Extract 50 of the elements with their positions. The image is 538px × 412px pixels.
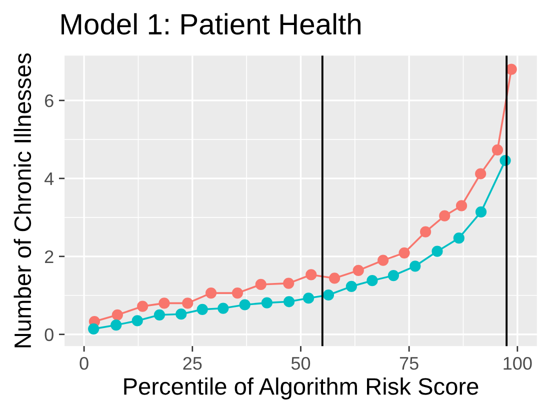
point <box>283 296 295 308</box>
point <box>506 64 517 75</box>
y-axis-title: Number of Chronic Illnesses <box>14 53 32 348</box>
point <box>456 200 468 212</box>
x-axis-title: Percentile of Algorithm Risk Score <box>124 377 478 400</box>
point <box>283 278 294 289</box>
point <box>328 272 340 284</box>
point <box>132 315 143 326</box>
point <box>439 210 450 222</box>
point <box>182 298 194 309</box>
point <box>158 298 170 309</box>
x-tick-label: 50 <box>291 356 310 370</box>
point <box>453 232 464 244</box>
point <box>232 288 244 299</box>
y-tick-label: 0 <box>44 328 54 342</box>
point <box>432 246 443 257</box>
point <box>255 278 266 290</box>
point <box>110 319 122 331</box>
point <box>388 270 400 282</box>
point <box>366 275 378 286</box>
point <box>154 309 166 320</box>
y-tick-label: 6 <box>45 94 54 108</box>
point <box>475 206 487 218</box>
point <box>378 254 389 266</box>
point <box>492 144 504 156</box>
point <box>205 288 217 299</box>
point <box>88 323 100 334</box>
x-tick-label: 100 <box>504 356 532 370</box>
chart-title: Model 1: Patient Health <box>62 13 360 35</box>
point <box>302 292 314 304</box>
y-tick-label: 4 <box>44 172 54 185</box>
point <box>239 299 250 310</box>
point <box>176 308 187 320</box>
point <box>306 269 317 280</box>
x-tick-label: 25 <box>183 356 202 370</box>
point <box>410 260 421 272</box>
point <box>475 168 486 180</box>
point <box>218 302 229 314</box>
point <box>346 280 357 292</box>
point <box>398 247 410 258</box>
x-tick-label: 0 <box>80 356 88 370</box>
point <box>420 226 432 238</box>
point <box>137 300 148 312</box>
point <box>322 289 334 301</box>
point <box>261 297 272 308</box>
point <box>112 309 123 320</box>
point <box>352 264 364 276</box>
y-tick-label: 2 <box>45 250 54 263</box>
x-tick-label: 75 <box>400 357 418 370</box>
point <box>196 304 208 315</box>
